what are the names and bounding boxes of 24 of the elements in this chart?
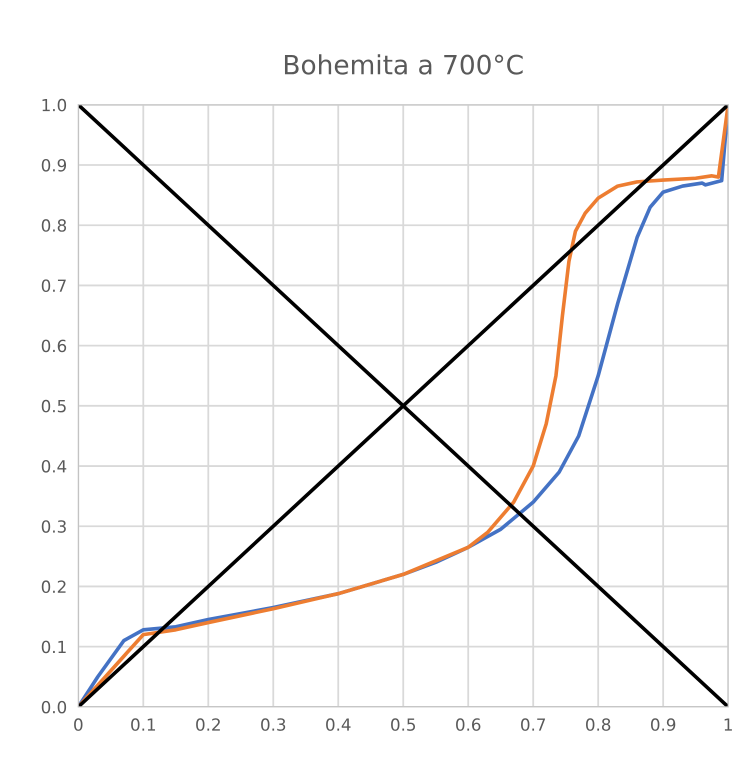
x-tick-label: 0.1 <box>131 718 156 731</box>
x-tick-label: 0.7 <box>521 718 546 731</box>
y-tick-label: 0.6 <box>42 340 66 352</box>
x-tick-label: 0.8 <box>586 718 610 731</box>
y-tick-label: 0.8 <box>42 219 66 232</box>
x-tick-label: 0.6 <box>456 718 480 731</box>
x-tick-label: 0.3 <box>261 718 286 731</box>
chart-title: Bohemita a 700°C <box>284 54 523 75</box>
x-tick-label: 0.4 <box>326 718 351 731</box>
y-tick-label: 0.9 <box>42 158 66 172</box>
y-tick-label: 0.7 <box>42 279 66 292</box>
x-tick-label: 1 <box>724 718 732 731</box>
x-tick-label: 0.9 <box>651 718 676 731</box>
line-series <box>78 104 728 707</box>
y-tick-label: 0.2 <box>42 580 66 594</box>
y-tick-label: 0.0 <box>42 700 66 714</box>
y-tick-label: 0.4 <box>42 460 66 473</box>
y-tick-label: 1.0 <box>42 98 66 112</box>
x-tick-label: 0 <box>74 718 83 731</box>
y-tick-label: 0.5 <box>42 400 66 412</box>
x-tick-label: 0.2 <box>196 718 220 731</box>
x-tick-label: 0.5 <box>391 718 416 731</box>
y-tick-label: 0.3 <box>42 520 66 533</box>
y-tick-label: 0.1 <box>42 640 66 654</box>
